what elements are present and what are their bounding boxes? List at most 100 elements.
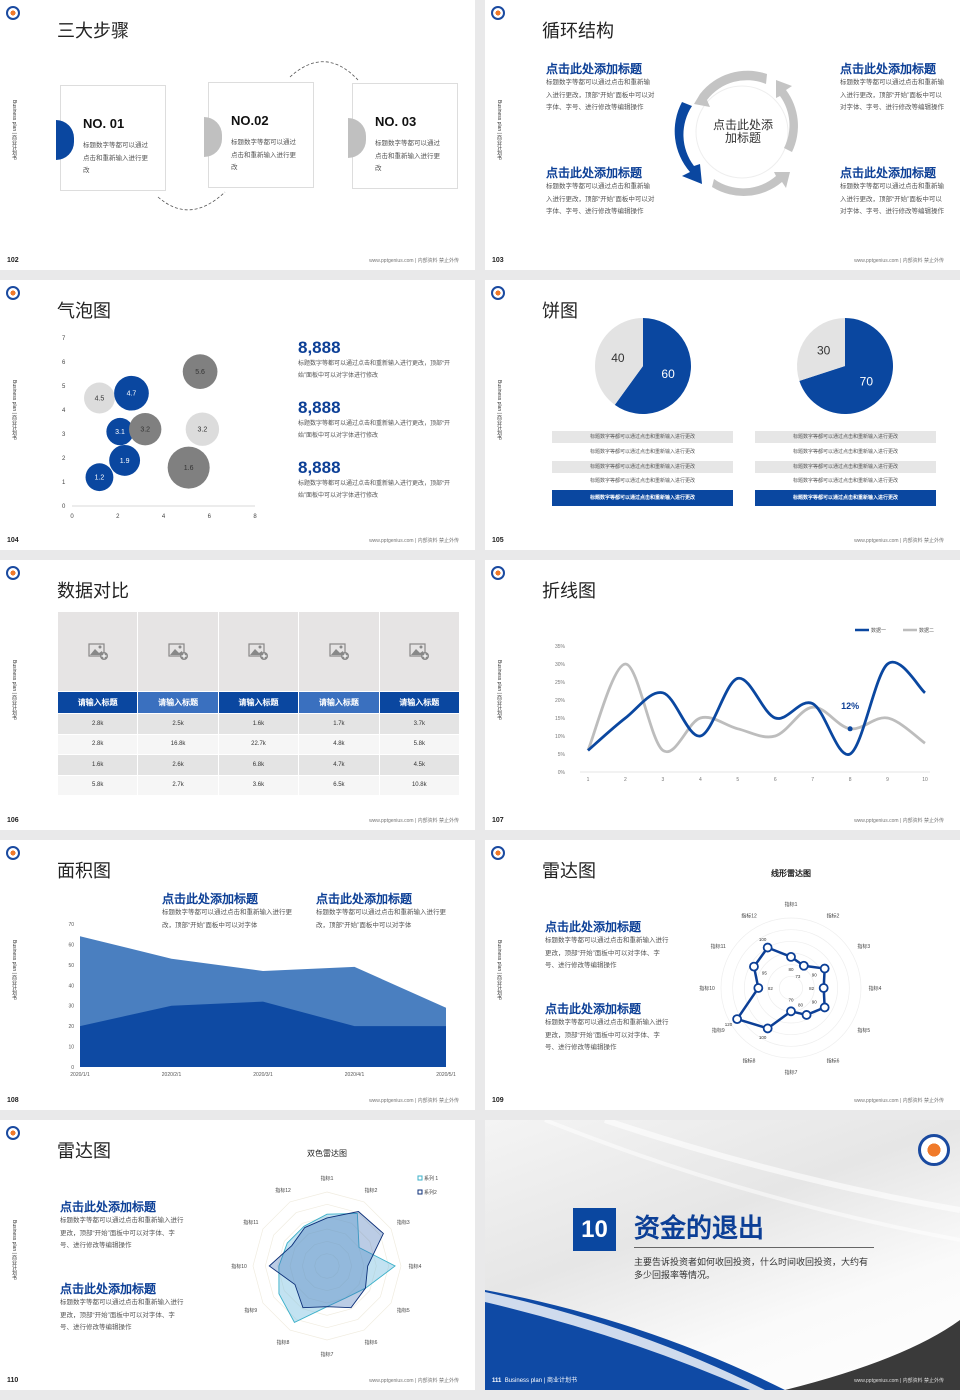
- image-placeholder[interactable]: [378, 611, 461, 692]
- slide-102[interactable]: 三大步骤 NO. 01 标题数字等都可以通过点击和重新输入进行更改 NO.02 …: [0, 0, 475, 270]
- add-image-icon: [329, 642, 349, 660]
- stat-text: 标题数字等都可以通过点击和重新输入进行更改，顶部“开始”面板中可以对字体进行修改: [298, 481, 450, 499]
- footer-left: 111 Business plan | 商业计划书: [492, 1375, 577, 1384]
- table-cell: 2.7k: [137, 774, 219, 796]
- section-description: 主要告诉投资者如何收回投资，什么时间收回投资，大约有多少回报率等情况。: [634, 1257, 869, 1280]
- x-tick-label: 2020/2/1: [162, 1072, 182, 1078]
- step-card-2: NO.02 标题数字等都可以通过点击和重新输入进行更改: [204, 82, 314, 188]
- caption-row: 标题数字等都可以通过点击和重新输入进行更改: [589, 478, 695, 485]
- section-title: 资金的退出: [634, 1213, 765, 1243]
- footer-text: www.pptgenius.com | 内部资料 禁止外传: [369, 818, 459, 824]
- page-number: 107: [492, 817, 504, 824]
- stat-block: 8,888 标题数字等都可以通过点击和重新输入进行更改，顶部“开始”面板中可以对…: [298, 338, 458, 382]
- bubble-label: 4.7: [127, 391, 137, 398]
- block-text: 标题数字等都可以通过点击和重新输入进行更改，顶部“开始”面板中可以对字体、字号、…: [840, 183, 944, 215]
- block-heading: 点击此处添加标题: [546, 62, 643, 76]
- y-tick-label: 1: [62, 480, 66, 486]
- image-placeholder[interactable]: [137, 611, 219, 692]
- slide-108[interactable]: 面积图 0 10 20 30 40 50 60 70 2020/1/1 2020/2/1 2020/…: [0, 840, 475, 1110]
- data-comparison-table: 请输入标题 请输入标题 请输入标题 请输入标题 请输入标题 2.8k 2.5k 1.6k 1.7…: [56, 611, 461, 796]
- pie-caption-list-left: 标题数字等都可以通过点击和重新输入进行更改 标题数字等都可以通过点击和重新输入进行…: [552, 431, 733, 509]
- bubble: [84, 382, 115, 414]
- x-tick-label: 5: [736, 777, 739, 783]
- company-logo: [6, 1126, 20, 1140]
- bubble-label: 3.2: [198, 427, 208, 434]
- block-text: 标题数字等都可以通过点击和重新输入进行更改，顶部“开始”面板中可以对字体、字号、…: [840, 79, 944, 111]
- x-tick-label: 10: [922, 777, 928, 783]
- side-label: Business plan | 商业计划书: [11, 380, 17, 441]
- bubble-label: 3.1: [115, 429, 125, 436]
- y-tick-label: 0: [62, 504, 66, 510]
- bubble-label: 5.6: [195, 369, 205, 376]
- bubble: [185, 412, 220, 446]
- slide-title: 循环结构: [542, 21, 614, 41]
- bubble: [109, 444, 141, 476]
- pie-slice: [799, 318, 893, 414]
- step-number: NO.02: [231, 113, 269, 128]
- slide-109[interactable]: 雷达图 点击此处添加标题 标题数字等都可以通过点击和重新输入进行更改，顶部“开始…: [485, 840, 960, 1110]
- column-header: 请输入标题: [137, 691, 219, 714]
- bubble-label: 4.5: [95, 396, 105, 403]
- axis-label: 指标2: [827, 912, 840, 919]
- table-cell: 3.7k: [378, 713, 461, 735]
- annotation-label: 12%: [841, 701, 859, 711]
- slide-103[interactable]: 循环结构 点击此处添加标题 标题数字等都可以通过点击和重新输入进行更改，顶部“开…: [485, 0, 960, 270]
- axis-label: 指标2: [365, 1187, 378, 1194]
- y-tick-label: 0: [71, 1065, 74, 1071]
- chart-title: 线形雷达图: [771, 868, 811, 878]
- axis-label: 指标5: [857, 1027, 870, 1034]
- pie-label: 40: [611, 351, 625, 365]
- pie-charts: 60 40 70 30: [595, 318, 893, 414]
- table-row: 1.6k 2.6k 6.8k 4.7k 4.5k: [56, 754, 461, 776]
- table-cell: 22.7k: [217, 733, 300, 755]
- radar-point: [749, 961, 759, 972]
- slide-107[interactable]: 折线图 0% 5% 10% 15% 20% 25% 30% 35% 1 2 3 4 5 6 7 8 9 10 数据一…: [485, 560, 960, 830]
- bubble: [182, 354, 218, 389]
- slide-111-section[interactable]: 10 资金的退出 主要告诉投资者如何收回投资，什么时间收回投资，大约有多少回报率…: [485, 1120, 960, 1390]
- point-label: 100: [759, 937, 767, 942]
- company-logo: [491, 846, 505, 860]
- column-header: 请输入标题: [56, 691, 139, 714]
- grid-ring: [743, 940, 839, 1036]
- point-label: 80: [788, 967, 794, 972]
- axis-label: 指标4: [409, 1263, 422, 1270]
- y-tick-label: 7: [62, 336, 66, 342]
- image-placeholder[interactable]: [56, 611, 139, 692]
- grid-ring: [778, 975, 804, 1001]
- footer-text: www.pptgenius.com | 内部资料 禁止外传: [369, 538, 459, 544]
- x-tick-label: 4: [162, 514, 166, 520]
- page-number: 102: [7, 257, 19, 264]
- block-text: 标题数字等都可以通过点击和重新输入进行更改，顶部“开始”面板中可以对字体、字号、…: [545, 1019, 669, 1051]
- side-label: Business plan | 商业计划书: [11, 940, 17, 1001]
- slide-104[interactable]: 气泡图 0 1 2 3 4 5 6 7 0 2 4 6 8 1.2 1.9 3.1 3.2 4.5 4.7 5.6 3.…: [0, 280, 475, 550]
- footer-brand: Business plan | 商业计划书: [504, 1378, 577, 1384]
- axis-label: 指标9: [712, 1027, 725, 1034]
- slide-110[interactable]: 雷达图 点击此处添加标题 标题数字等都可以通过点击和重新输入进行更改，顶部“开始…: [0, 1120, 475, 1390]
- radar-point: [819, 963, 830, 974]
- image-placeholder[interactable]: [298, 611, 380, 692]
- radar-series: [268, 1211, 384, 1309]
- stat-text: 标题数字等都可以通过点击和重新输入进行更改，顶部“开始”面板中可以对字体进行修改: [298, 361, 450, 379]
- add-image-icon: [88, 642, 108, 660]
- point-label: 90: [812, 973, 818, 978]
- x-tick-label: 8: [253, 514, 257, 520]
- footer-text: www.pptgenius.com | 内部资料 禁止外传: [854, 818, 944, 824]
- half-circle-marker: [348, 118, 366, 158]
- series-line: [587, 660, 926, 756]
- company-logo: [6, 566, 20, 580]
- stat-value: 8,888: [298, 458, 341, 477]
- half-circle-marker: [56, 120, 74, 160]
- slide-105[interactable]: 饼图 60 40 70 30 标题数字等都可以通过点击和重新输入进行更改 标题数字等都可…: [485, 280, 960, 550]
- point-label: 100: [759, 1035, 767, 1040]
- grid-ring: [252, 1191, 402, 1341]
- block-text: 标题数字等都可以通过点击和重新输入进行更改，顶部“开始”面板中可以对字体、字号、…: [546, 183, 655, 215]
- axis-label: 指标6: [827, 1058, 840, 1065]
- axis-label: 指标3: [397, 1219, 410, 1226]
- y-tick-label: 5%: [558, 752, 566, 758]
- side-label: Business plan | 商业计划书: [11, 660, 17, 721]
- image-placeholder[interactable]: [217, 611, 300, 692]
- legend-label: 数据一: [871, 627, 886, 634]
- grid-ring: [732, 929, 850, 1047]
- x-tick-label: 1: [587, 777, 590, 783]
- point-label: 82: [809, 986, 815, 991]
